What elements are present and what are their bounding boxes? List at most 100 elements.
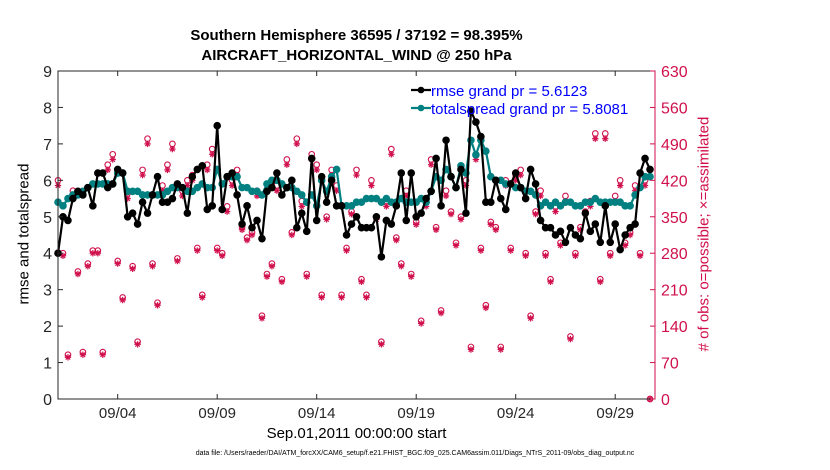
spread-point [541,198,550,206]
spread-point [546,202,555,210]
legend-marker [417,86,425,94]
obs-assimilated-marker [437,309,445,317]
obs-assimilated-stroke [343,247,350,254]
rmse-point [133,220,142,228]
obs-assimilated-stroke [532,211,539,217]
rmse-point [64,216,72,225]
rmse-point [566,223,575,232]
obs-assimilated-stroke [383,203,390,210]
legend-label: totalspread grand pr = 5.8081 [431,101,628,118]
obs-assimilated-stroke [294,141,300,147]
chart-title: Southern Hemisphere 36595 / 37192 = 98.3… [190,27,523,44]
spread-point [193,183,202,192]
rmse-point [168,194,177,203]
spread-point [297,191,306,199]
obs-assimilated-stroke [602,136,608,142]
rmse-point [616,245,624,254]
rmse-point [526,165,535,174]
obs-assimilated-marker [119,296,126,304]
rmse-point [283,183,291,192]
obs-assimilated-stroke [522,253,529,259]
rmse-point [432,154,440,163]
obs-assimilated-stroke [572,253,579,259]
obs-assimilated-stroke [338,294,345,301]
obs-assimilated-marker [318,294,325,301]
obs-assimilated-marker [432,226,440,233]
obs-assimilated-stroke [209,151,215,157]
obs-assimilated-stroke [408,273,414,280]
obs-assimilated-marker [144,140,151,148]
rmse-point [188,172,197,181]
obs-assimilated-stroke [443,193,449,199]
obs-assimilated-stroke [269,263,275,269]
obs-assimilated-marker [338,294,345,301]
y-tick-label: 8 [43,100,52,117]
obs-assimilated-marker [442,192,450,200]
rmse-point [268,183,276,192]
rmse-point [561,238,570,247]
obs-assimilated-marker [218,252,226,260]
rmse-point [273,169,281,177]
rmse-point [492,176,500,185]
obs-assimilated-marker [597,278,604,286]
spread-point [482,147,490,155]
chart-subtitle: AIRCRAFT_HORIZONTAL_WIND @ 250 hPa [201,47,512,64]
obs-assimilated-marker [363,294,370,301]
obs-assimilated-marker [492,226,499,233]
obs-assimilated-marker [343,247,350,254]
rmse-point [143,209,152,217]
obs-assimilated-marker [169,145,176,153]
rmse-point [611,220,620,228]
obs-assimilated-marker [204,166,211,174]
obs-assimilated-stroke [304,273,310,280]
obs-assimilated-marker [293,140,300,148]
obs-assimilated-stroke [637,253,643,259]
obs-assimilated-marker [477,247,485,254]
obs-assimilated-stroke [169,146,176,152]
obs-assimilated-stroke [75,271,81,277]
obs-assimilated-marker [268,263,276,270]
data-file-footnote: data file: /Users/raeder/DAI/ATM_forcXX/… [195,450,635,457]
obs-assimilated-marker [109,156,116,163]
obs-assimilated-marker [607,252,614,260]
obs-assimilated-stroke [508,247,514,254]
rmse-point [297,209,306,217]
y-right-tick-label: 0 [661,392,670,409]
rmse-point [506,180,515,188]
spread-point [626,202,634,210]
legend-label: rmse grand pr = 5.6123 [431,83,587,100]
obs-assimilated-marker [348,210,355,218]
obs-assimilated-marker [552,208,559,215]
obs-assimilated-stroke [323,216,330,223]
obs-assimilated-marker [283,161,291,168]
obs-assimilated-stroke [552,208,559,215]
rmse-point [327,176,336,185]
rmse-point [531,180,540,188]
obs-assimilated-stroke [259,315,265,321]
obs-assimilated-marker [398,263,405,270]
obs-assimilated-stroke [493,227,499,233]
rmse-point [407,169,416,177]
rmse-point [312,216,321,225]
rmse-point [551,231,560,239]
rmse-point [113,165,122,174]
obs-assimilated-stroke [363,294,370,301]
rmse-point [233,191,241,199]
obs-assimilated-marker [616,182,624,189]
obs-assimilated-stroke [542,253,549,259]
obs-assimilated-marker [164,166,171,174]
obs-assimilated-marker [602,135,609,142]
obs-assimilated-stroke [80,352,86,358]
obs-assimilated-marker [154,302,161,309]
rmse-point [123,212,132,221]
rmse-point [278,191,286,199]
obs-assimilated-marker [452,242,460,249]
x-tick-label: 09/24 [497,405,535,422]
rmse-point [477,132,485,141]
obs-assimilated-marker [174,257,181,265]
obs-assimilated-stroke [468,346,474,353]
rmse-point [442,136,450,145]
obs-assimilated-marker [567,335,574,343]
rmse-point [238,220,246,228]
